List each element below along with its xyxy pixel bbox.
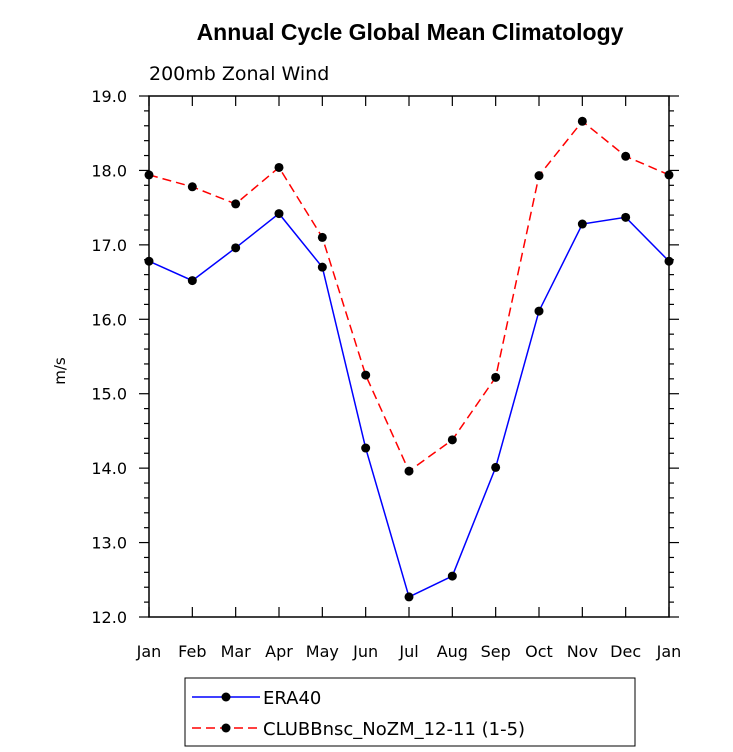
y-tick-label: 15.0	[91, 385, 127, 404]
chart-title: Annual Cycle Global Mean Climatology	[197, 19, 624, 45]
y-axis-label: m/s	[51, 357, 69, 385]
data-point	[144, 170, 154, 180]
x-tick-label: Aug	[437, 642, 468, 661]
series-markers	[144, 116, 674, 602]
x-tick-label: Jun	[352, 642, 378, 661]
data-point	[231, 243, 241, 253]
x-tick-label: Sep	[481, 642, 511, 661]
legend-label: ERA40	[263, 688, 321, 709]
x-tick-label: Oct	[525, 642, 553, 661]
x-tick-label: Apr	[265, 642, 293, 661]
data-point	[577, 116, 587, 126]
data-point	[534, 306, 544, 316]
x-tick-label: May	[306, 642, 339, 661]
data-point	[534, 171, 544, 181]
legend-label: CLUBBnsc_NoZM_12-11 (1-5)	[263, 719, 525, 740]
y-tick-label: 18.0	[91, 161, 127, 180]
data-point	[491, 462, 501, 472]
x-tick-label: Jan	[656, 642, 682, 661]
x-tick-label: Feb	[178, 642, 206, 661]
data-point	[274, 162, 284, 172]
data-point	[361, 370, 371, 380]
x-tick-label: Nov	[567, 642, 598, 661]
data-point	[664, 256, 674, 266]
data-point	[404, 466, 414, 476]
data-point	[144, 256, 154, 266]
data-point	[491, 372, 501, 382]
legend-box	[184, 677, 636, 747]
x-tick-label: Mar	[221, 642, 252, 661]
data-point	[447, 571, 457, 581]
data-point	[621, 212, 631, 222]
legend-marker	[221, 723, 231, 733]
data-point	[274, 209, 284, 219]
series-line-1	[148, 120, 670, 473]
x-tick-labels: Jan Feb Mar Apr May Jun Jul Aug Sep Oct Nov Dec Jan	[136, 642, 682, 661]
x-tick-label: Jan	[136, 642, 162, 661]
y-tick-label: 17.0	[91, 236, 127, 255]
data-point	[231, 199, 241, 209]
series-lines	[148, 120, 670, 598]
data-point	[317, 232, 327, 242]
data-point	[447, 435, 457, 445]
series-line-0	[148, 212, 670, 598]
data-point	[187, 182, 197, 192]
y-tick-labels: 12.0 13.0 14.0 15.0 16.0 17.0 18.0 19.0	[91, 87, 127, 627]
y-tick-label: 19.0	[91, 87, 127, 106]
legend-marker	[221, 692, 231, 702]
legend: ERA40 CLUBBnsc_NoZM_12-11 (1-5)	[192, 688, 525, 740]
data-point	[404, 592, 414, 602]
data-point	[577, 219, 587, 229]
y-tick-label: 16.0	[91, 310, 127, 329]
axis-ticks	[139, 95, 679, 618]
data-point	[621, 151, 631, 161]
data-point	[317, 262, 327, 272]
chart-subtitle: 200mb Zonal Wind	[149, 63, 329, 85]
x-tick-label: Jul	[398, 642, 418, 661]
data-point	[664, 170, 674, 180]
data-point	[187, 276, 197, 286]
plot-area-frame	[148, 95, 670, 618]
y-tick-label: 13.0	[91, 534, 127, 553]
y-tick-label: 12.0	[91, 608, 127, 627]
x-tick-label: Dec	[610, 642, 641, 661]
data-point	[361, 443, 371, 453]
y-tick-label: 14.0	[91, 459, 127, 478]
